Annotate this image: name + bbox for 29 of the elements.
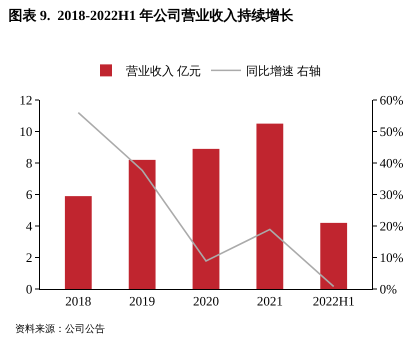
y-tick-label: 8 [26, 156, 32, 171]
text: 资料来源：公司公告 [15, 323, 105, 335]
y2-tick-label: 20% [380, 218, 404, 234]
bar [320, 222, 348, 289]
bar [128, 160, 156, 289]
y-tick-label: 12 [19, 92, 32, 108]
y-tick-label: 6 [26, 187, 33, 202]
legend-label: 同比增速 右轴 [246, 64, 321, 78]
y2-tick-label: 30% [380, 187, 404, 202]
y-tick-label: 0 [26, 282, 32, 297]
y2-tick-label: 10% [380, 250, 404, 266]
x-tick-label: 2019 [129, 294, 156, 309]
y-tick-label: 4 [26, 218, 33, 234]
bar [256, 124, 284, 289]
y2-tick-label: 60% [380, 92, 404, 108]
y-tick-label: 2 [26, 250, 32, 266]
y2-tick-label: 50% [380, 124, 404, 140]
legend-label: 营业收入 亿元 [126, 64, 201, 78]
line-series [78, 112, 334, 288]
x-tick-label: 2021 [256, 294, 283, 309]
bar [64, 196, 92, 289]
x-tick-label: 2018 [65, 294, 92, 309]
y-tick-label: 10 [19, 124, 32, 140]
y2-tick-label: 40% [380, 156, 404, 171]
x-tick-label: 2020 [193, 294, 219, 309]
x-tick-label: 2022H1 [312, 294, 355, 309]
y2-tick-label: 0% [380, 282, 398, 297]
chart-title: 图表 9. 2018-2022H1 年公司营业收入持续增长 [8, 8, 294, 24]
bar [192, 148, 220, 289]
